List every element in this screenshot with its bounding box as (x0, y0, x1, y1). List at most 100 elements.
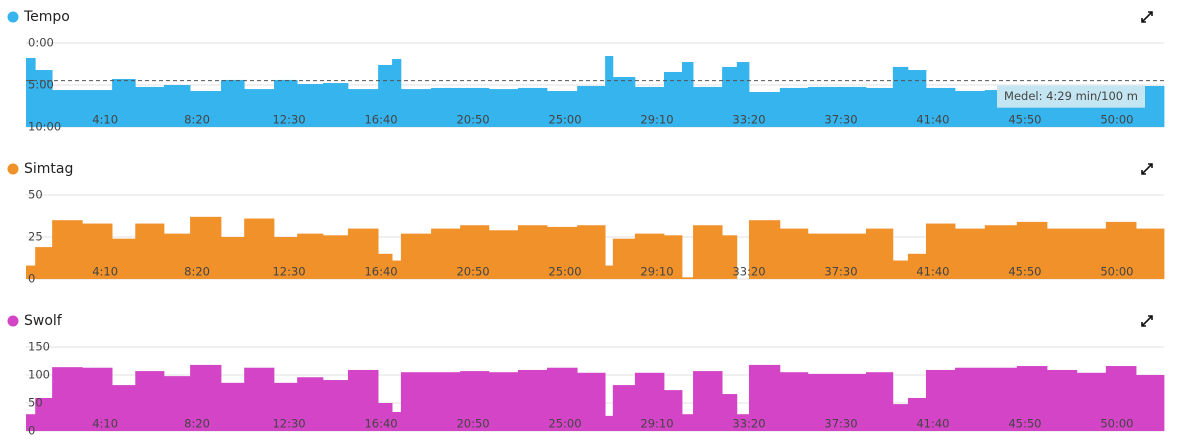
step-segment (634, 372, 665, 431)
y-tick-label: 10:00 (28, 120, 61, 134)
step-segment (892, 260, 909, 279)
step-segment (925, 223, 956, 279)
step-segment (82, 223, 113, 279)
step-segment (460, 225, 490, 279)
step-segment (347, 369, 379, 431)
step-segment (400, 372, 432, 431)
step-segment (460, 371, 490, 431)
step-segment (273, 382, 298, 431)
step-segment (378, 403, 393, 431)
legend-dot (7, 315, 19, 327)
step-segment (693, 86, 723, 127)
x-tick-label: 16:40 (364, 113, 397, 127)
step-segment (400, 89, 432, 127)
step-segment (577, 225, 606, 279)
step-segment (163, 85, 191, 127)
step-segment (163, 376, 191, 431)
step-segment (682, 62, 694, 127)
x-tick-label: 37:30 (824, 113, 857, 127)
step-segment (244, 367, 275, 431)
step-segment (1076, 228, 1107, 279)
step-segment (297, 84, 324, 127)
step-segment (273, 237, 298, 279)
step-segment (865, 372, 894, 431)
step-segment (52, 90, 83, 127)
step-segment (221, 237, 245, 279)
step-segment (378, 64, 393, 127)
step-segment (925, 369, 956, 431)
expand-button[interactable] (1141, 163, 1153, 175)
step-segment (190, 364, 222, 431)
step-segment (431, 87, 461, 127)
step-segment (546, 91, 578, 127)
step-segment (347, 89, 379, 127)
expand-button[interactable] (1141, 315, 1153, 327)
x-tick-label: 20:50 (456, 417, 489, 431)
step-segment (955, 367, 986, 431)
step-segment (517, 225, 548, 279)
step-segment (865, 228, 894, 279)
step-segment (748, 220, 781, 279)
step-segment (807, 86, 838, 127)
x-tick-label: 37:30 (824, 265, 857, 279)
step-segment (748, 364, 781, 431)
step-segment (836, 86, 867, 127)
step-segment (322, 235, 349, 279)
x-tick-label: 33:20 (732, 265, 765, 279)
x-tick-label: 33:20 (732, 113, 765, 127)
step-segment (634, 86, 665, 127)
step-segment (112, 78, 136, 127)
x-tick-label: 16:40 (364, 265, 397, 279)
chart-title: Simtag (24, 161, 73, 177)
step-segment (135, 371, 165, 431)
x-tick-label: 16:40 (364, 417, 397, 431)
step-segment (984, 367, 1018, 431)
y-tick-label: 0 (28, 272, 35, 286)
step-segment (1105, 366, 1137, 431)
step-segment (807, 373, 838, 431)
step-segment (35, 397, 53, 431)
step-segment (605, 415, 614, 431)
step-segment (907, 397, 927, 431)
step-segment (892, 66, 909, 127)
expand-button[interactable] (1141, 11, 1153, 23)
x-tick-label: 29:10 (640, 417, 673, 431)
step-segment (892, 404, 909, 431)
step-segment (26, 57, 36, 128)
x-tick-label: 4:10 (92, 113, 118, 127)
x-tick-label: 25:00 (548, 417, 581, 431)
step-segment (1016, 221, 1048, 279)
step-segment (682, 414, 694, 431)
step-segment (488, 230, 519, 279)
step-segment (722, 235, 738, 279)
x-tick-label: 41:40 (916, 417, 949, 431)
step-segment (779, 228, 809, 279)
step-segment (517, 369, 548, 431)
x-tick-label: 12:30 (272, 265, 305, 279)
legend-dot (7, 163, 19, 175)
step-segment (392, 260, 402, 279)
average-label-box (997, 85, 1145, 108)
step-segment (693, 371, 723, 431)
step-segment (378, 253, 393, 279)
step-segment (634, 233, 665, 279)
step-segment (392, 411, 402, 431)
x-tick-label: 29:10 (640, 265, 673, 279)
x-tick-label: 20:50 (456, 113, 489, 127)
step-segment (135, 223, 165, 279)
step-segment (400, 233, 432, 279)
step-segment (907, 253, 927, 279)
step-segment (488, 89, 519, 127)
step-segment (26, 414, 36, 431)
step-segment (605, 56, 614, 127)
y-tick-label: 150 (28, 340, 50, 354)
chart-title: Swolf (24, 313, 63, 329)
legend-dot (7, 11, 19, 23)
step-segment (190, 91, 222, 127)
step-segment (865, 87, 894, 127)
step-segment (322, 380, 349, 431)
step-segment (663, 71, 683, 127)
step-segment (52, 367, 83, 431)
step-segment (663, 235, 683, 279)
step-segment (1105, 221, 1137, 279)
